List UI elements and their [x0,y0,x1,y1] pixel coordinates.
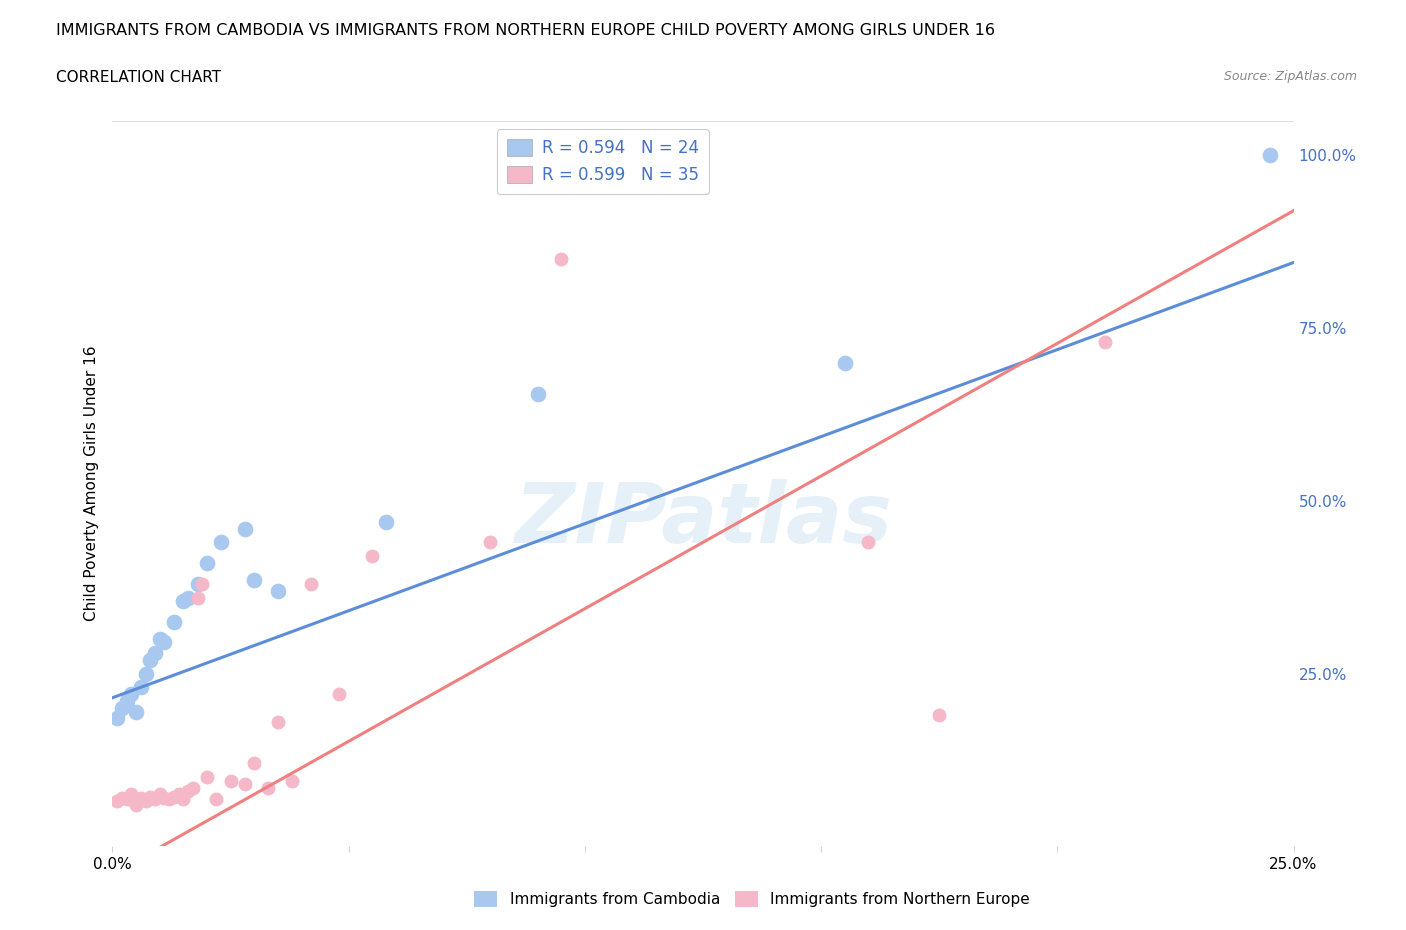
Point [172,791,194,806]
Point [243,756,266,771]
Point [257,780,280,795]
Point [479,535,502,550]
Point [328,687,350,702]
Text: ZIPatlas: ZIPatlas [515,479,891,561]
Point [157,791,180,806]
Point [195,555,218,570]
Point [267,583,290,598]
Point [129,790,152,805]
Point [1258,148,1281,163]
Point [195,770,218,785]
Point [115,694,138,709]
Point [111,790,134,805]
Point [191,577,214,591]
Point [125,797,148,812]
Text: CORRELATION CHART: CORRELATION CHART [56,70,221,85]
Point [135,666,157,681]
Point [186,577,208,591]
Point [858,535,880,550]
Point [834,355,856,370]
Point [267,714,290,729]
Point [149,631,172,646]
Point [143,645,166,660]
Point [153,790,176,805]
Point [299,577,322,591]
Point [163,615,186,630]
Point [219,773,242,788]
Point [115,791,138,806]
Point [139,652,162,667]
Point [120,687,142,702]
Point [163,790,186,804]
Legend: Immigrants from Cambodia, Immigrants from Northern Europe: Immigrants from Cambodia, Immigrants fro… [468,884,1036,913]
Point [135,794,157,809]
Point [281,773,304,788]
Point [105,711,128,726]
Point [550,252,572,267]
Point [209,535,232,550]
Point [139,790,162,804]
Text: IMMIGRANTS FROM CAMBODIA VS IMMIGRANTS FROM NORTHERN EUROPE CHILD POVERTY AMONG : IMMIGRANTS FROM CAMBODIA VS IMMIGRANTS F… [56,23,995,38]
Point [233,777,256,791]
Point [111,700,134,715]
Point [167,787,190,802]
Point [233,521,256,536]
Point [1094,335,1116,350]
Text: Source: ZipAtlas.com: Source: ZipAtlas.com [1223,70,1357,83]
Point [177,784,200,799]
Legend: R = 0.594   N = 24, R = 0.599   N = 35: R = 0.594 N = 24, R = 0.599 N = 35 [496,129,709,193]
Point [129,680,152,695]
Point [526,386,548,401]
Point [361,549,384,564]
Point [153,635,176,650]
Point [149,787,172,802]
Y-axis label: Child Poverty Among Girls Under 16: Child Poverty Among Girls Under 16 [83,346,98,621]
Point [143,791,166,806]
Point [375,514,398,529]
Point [177,591,200,605]
Point [928,708,950,723]
Point [186,591,208,605]
Point [125,704,148,719]
Point [172,593,194,608]
Point [205,791,228,806]
Point [105,794,128,809]
Point [181,780,204,795]
Point [120,787,142,802]
Point [243,573,266,588]
